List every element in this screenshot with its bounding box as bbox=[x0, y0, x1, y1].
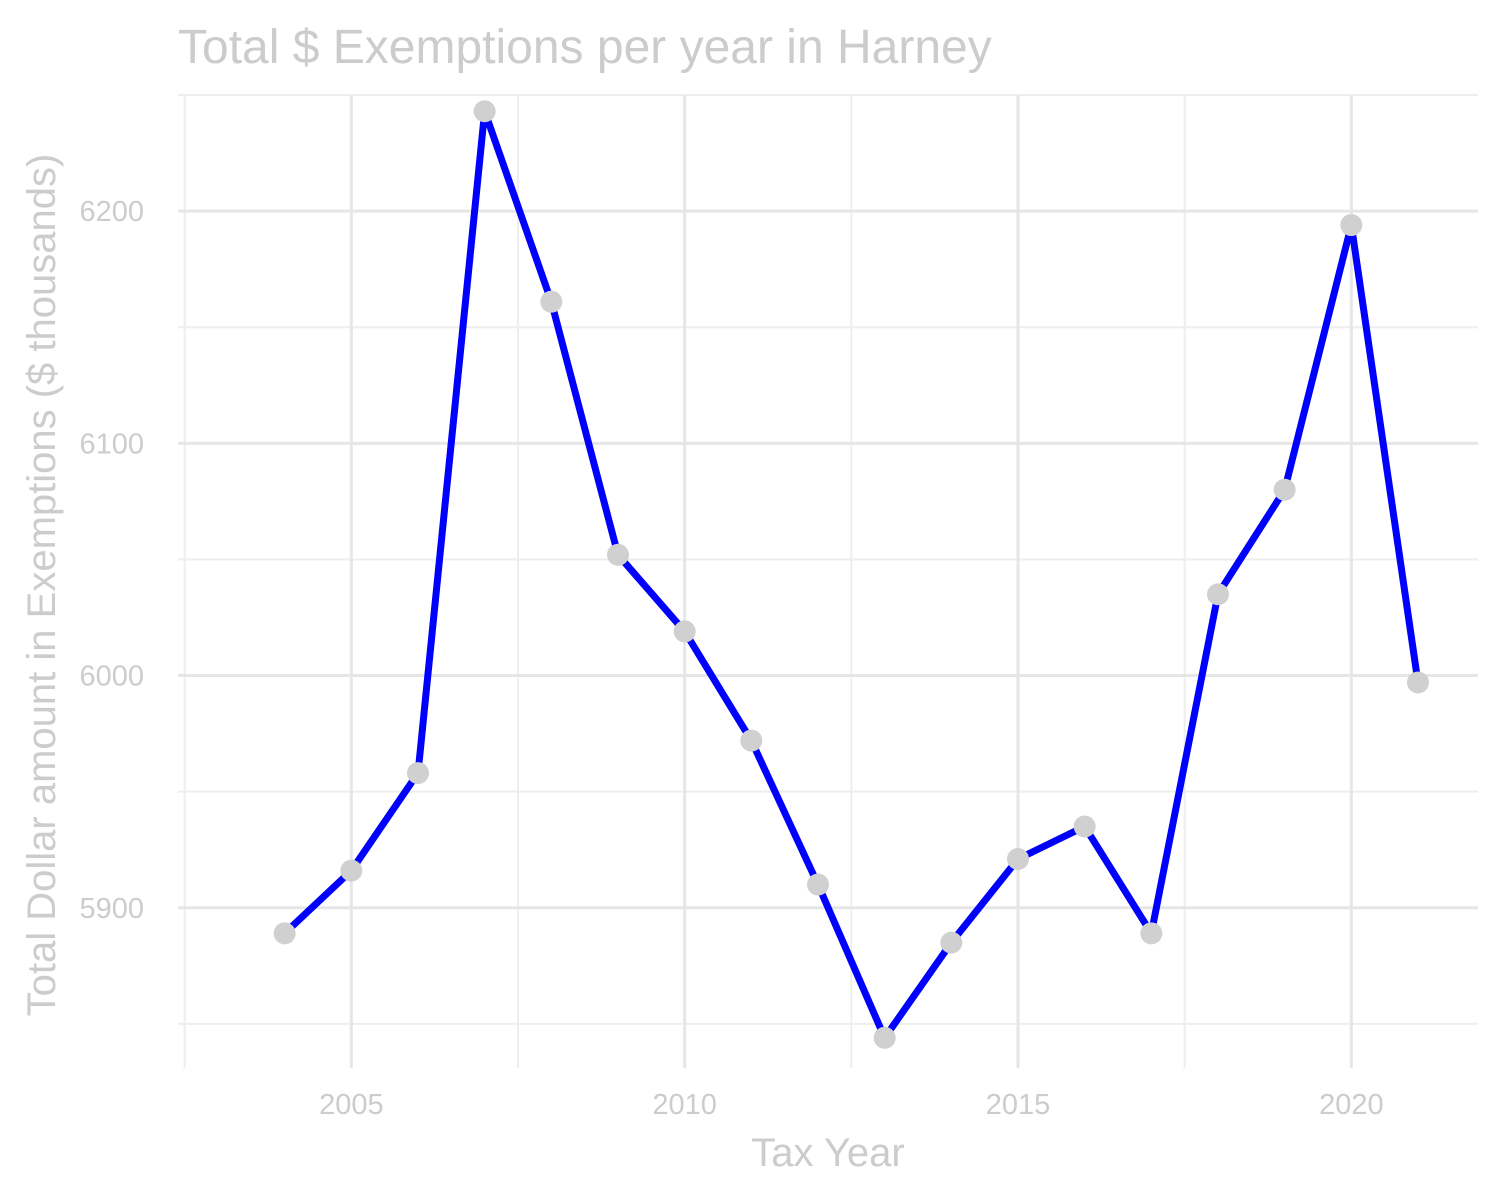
series-line bbox=[281, 107, 1422, 1042]
y-tick-label: 6100 bbox=[79, 428, 144, 460]
data-point bbox=[607, 543, 629, 566]
x-axis-ticks: 2005 2010 2015 2020 bbox=[319, 1089, 1384, 1121]
data-point bbox=[407, 762, 429, 785]
y-tick-label: 6200 bbox=[79, 196, 144, 228]
y-tick-label: 6000 bbox=[79, 661, 144, 693]
x-tick-label: 2010 bbox=[652, 1089, 717, 1121]
x-tick-label: 2005 bbox=[319, 1089, 384, 1121]
data-point bbox=[1207, 583, 1229, 606]
data-point bbox=[273, 922, 296, 945]
data-point bbox=[940, 931, 963, 954]
data-point bbox=[340, 859, 363, 882]
y-axis-ticks: 5900 6000 6100 6200 bbox=[79, 196, 144, 925]
data-point bbox=[1073, 815, 1096, 838]
data-point bbox=[1407, 671, 1429, 694]
data-point bbox=[1273, 478, 1296, 501]
data-point bbox=[1007, 848, 1029, 871]
data-point bbox=[1140, 922, 1163, 945]
data-point bbox=[873, 1026, 896, 1049]
chart-title: Total $ Exemptions per year in Harney bbox=[178, 21, 992, 74]
series bbox=[273, 100, 1429, 1049]
x-axis-title: Tax Year bbox=[751, 1131, 904, 1175]
x-tick-label: 2020 bbox=[1319, 1089, 1384, 1121]
y-tick-label: 5900 bbox=[79, 893, 144, 925]
data-point bbox=[1340, 214, 1363, 237]
grid bbox=[178, 94, 1478, 1068]
data-point bbox=[473, 100, 496, 123]
data-point bbox=[540, 290, 563, 313]
data-point bbox=[807, 873, 829, 896]
y-axis-title: Total Dollar amount in Exemptions ($ tho… bbox=[20, 154, 64, 1017]
data-point bbox=[673, 620, 696, 643]
data-point bbox=[740, 729, 763, 752]
x-tick-label: 2015 bbox=[986, 1089, 1051, 1121]
